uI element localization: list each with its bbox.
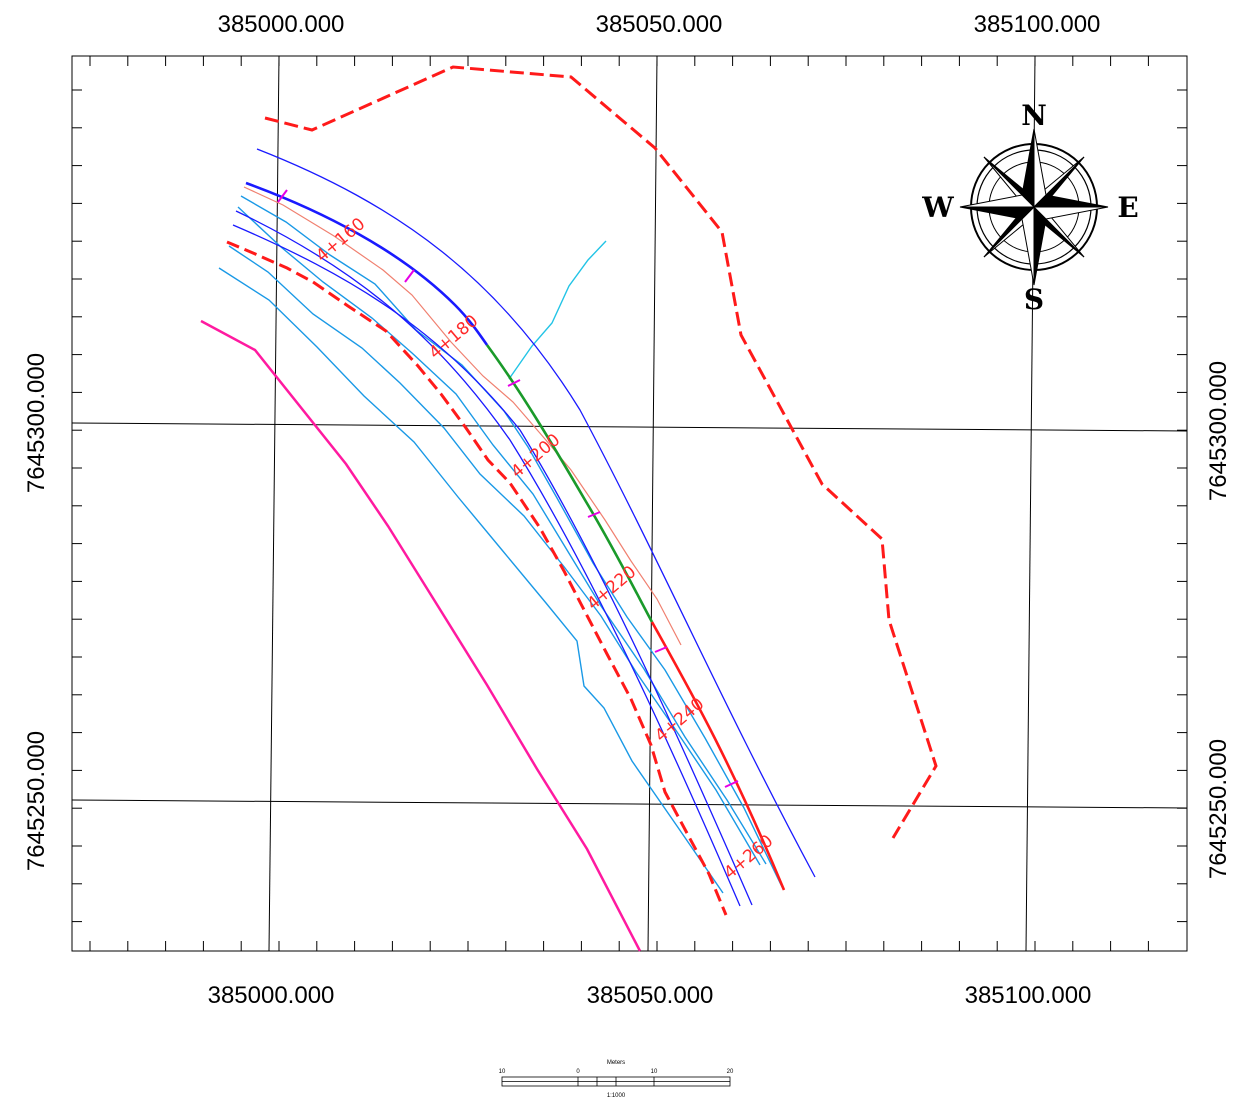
grid-line-y-7645300: [71, 422, 1188, 432]
compass-south-label: S: [1024, 283, 1044, 316]
survey-boundary-line: [264, 65, 938, 839]
scale-bar-tick-label: 10: [651, 1069, 658, 1075]
grid-lines: [71, 55, 1188, 952]
coord-label-bottom-2: 385050.000: [587, 982, 714, 1009]
coord-label-top-1: 385000.000: [218, 11, 345, 38]
scale-bar: Meters 10 0 10 20 1:1000: [499, 1060, 734, 1099]
scale-bar-units: Meters: [607, 1060, 625, 1066]
road-edge-outer: [256, 148, 816, 878]
station-tick: [404, 269, 415, 283]
centerline-green-segment: [485, 344, 654, 623]
station-tick: [587, 511, 601, 518]
coord-label-right-2: 7645250.000: [1205, 739, 1232, 879]
compass-west-label: W: [921, 191, 954, 224]
compass-diagonal-points: [983, 156, 1085, 258]
scale-bar-tick-label: 20: [727, 1069, 734, 1075]
compass-east-label: E: [1117, 191, 1138, 224]
coord-label-top-2: 385050.000: [596, 11, 723, 38]
grid-line-y-7645250: [71, 799, 1188, 809]
contour-line: [228, 245, 761, 866]
scale-bar-tick-label: 0: [576, 1069, 580, 1075]
contour-lines: [218, 195, 784, 894]
station-tick: [724, 780, 739, 788]
offset-line: [243, 186, 682, 646]
compass-point-w-light: [959, 194, 1036, 208]
coord-label-left-2: 7645250.000: [23, 731, 50, 871]
contour-line: [218, 267, 724, 894]
station-tick: [507, 379, 521, 387]
contour-line: [240, 195, 784, 890]
clearing-boundary-line: [226, 240, 728, 916]
coord-label-bottom-1: 385000.000: [208, 982, 335, 1009]
station-tick: [654, 646, 668, 653]
centerline-blue-segment: [245, 181, 489, 346]
grid-line-x-385050: [647, 55, 658, 952]
compass-north-label: N: [1021, 99, 1047, 132]
coord-label-left-1: 7645300.000: [23, 353, 50, 493]
compass-cardinal-points: [959, 128, 1109, 286]
station-ticks: [277, 189, 739, 788]
scale-bar-ratio: 1:1000: [607, 1093, 626, 1099]
coord-label-right-1: 7645300.000: [1205, 361, 1232, 501]
road-edge-inner: [232, 224, 753, 906]
compass-rose: N S E W: [921, 99, 1138, 316]
scale-bar-segments: [501, 1076, 731, 1087]
station-tick: [277, 189, 288, 203]
road-edge-lines: [232, 148, 816, 907]
frame-ticks: [72, 56, 1187, 951]
road-edge-inner-2: [235, 210, 741, 907]
coord-label-top-3: 385100.000: [974, 11, 1101, 38]
shoreline-line: [200, 319, 642, 952]
centerline-red-segment: [650, 621, 786, 891]
scale-bar-tick-label: 10: [499, 1069, 506, 1075]
coord-label-bottom-3: 385100.000: [965, 982, 1092, 1009]
contour-line: [237, 206, 767, 865]
compass-point-e-light: [1032, 206, 1109, 220]
stream-line: [508, 240, 607, 380]
